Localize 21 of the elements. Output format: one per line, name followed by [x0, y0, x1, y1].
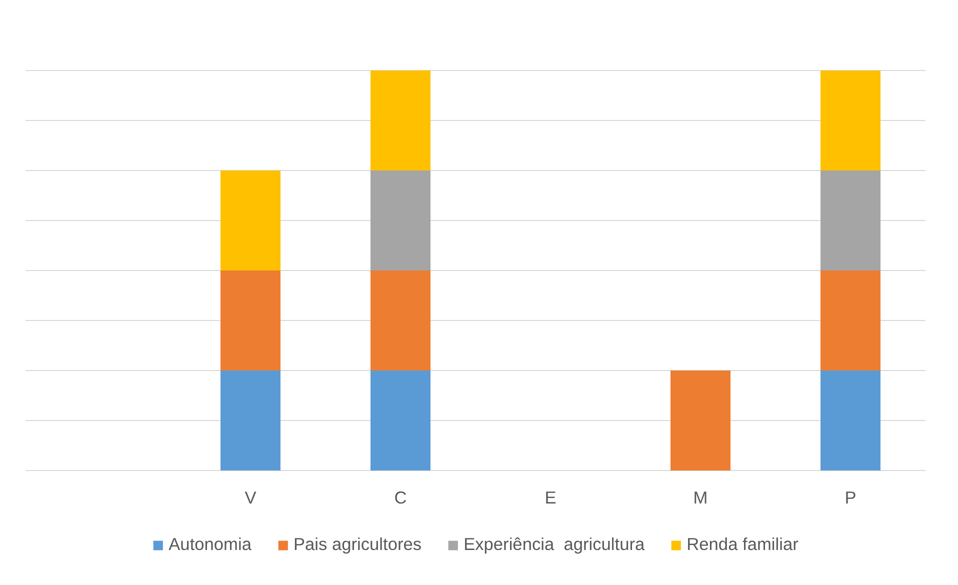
- x-tick-label: C: [394, 488, 407, 508]
- bar: [820, 270, 880, 370]
- legend-label: Renda familiar: [686, 534, 798, 555]
- legend-label: Autonomia: [168, 534, 252, 555]
- x-tick-label: V: [244, 488, 257, 508]
- bar: [820, 170, 880, 270]
- bar: [220, 370, 280, 470]
- bar: [370, 170, 430, 270]
- legend-label: Experiência agricultura: [464, 534, 645, 555]
- bar: [220, 170, 280, 270]
- legend-label: Pais agricultores: [293, 534, 422, 555]
- bar: [370, 70, 430, 170]
- bar: [670, 370, 730, 470]
- x-tick-label: E: [544, 488, 556, 508]
- bar: [220, 270, 280, 370]
- bar: [370, 270, 430, 370]
- bar: [820, 70, 880, 170]
- bar: [370, 370, 430, 470]
- x-tick-label: P: [844, 488, 856, 508]
- bar: [820, 370, 880, 470]
- x-tick-label: M: [693, 488, 708, 508]
